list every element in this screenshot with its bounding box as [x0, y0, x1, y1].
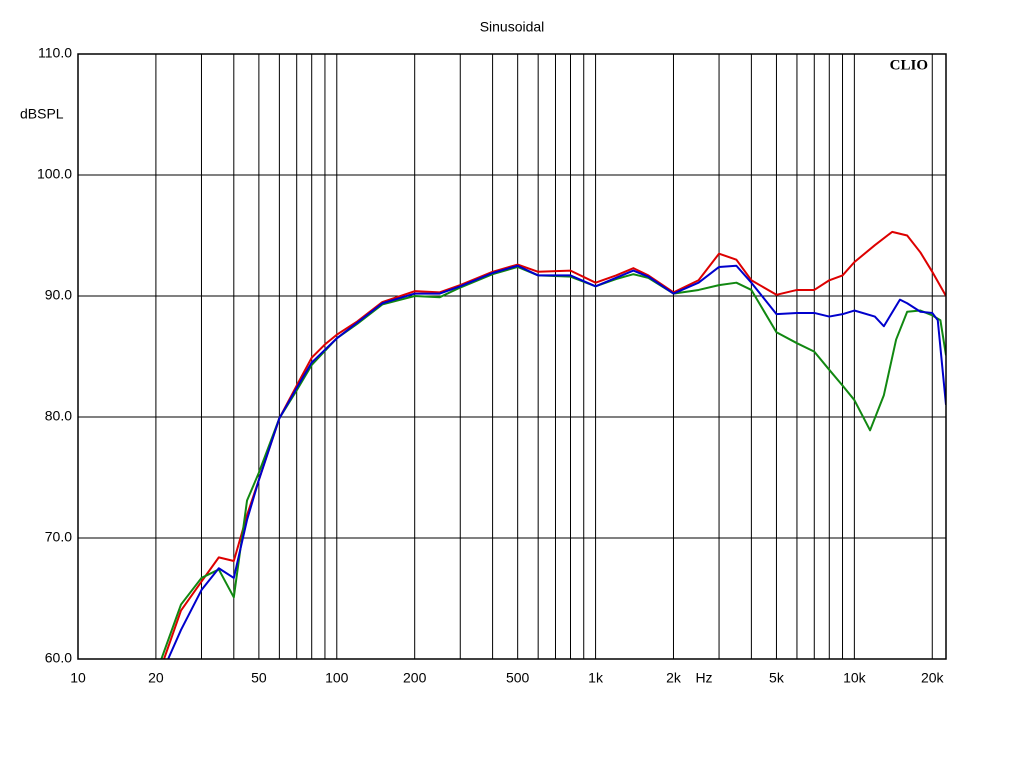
y-tick-label: 80.0 [45, 408, 72, 424]
x-axis-label: Hz [695, 670, 712, 686]
x-tick-label: 5k [769, 670, 785, 686]
x-tick-label: 1k [588, 670, 604, 686]
x-tick-label: 2k [666, 670, 682, 686]
chart-title: Sinusoidal [480, 19, 545, 35]
y-tick-label: 70.0 [45, 529, 72, 545]
annotation: CLIO [890, 57, 928, 73]
data-line [167, 264, 946, 659]
lines [160, 230, 946, 659]
y-tick-label: 90.0 [45, 287, 72, 303]
x-tick-label: 500 [506, 670, 530, 686]
plot-frame [77, 53, 947, 660]
y-axis-label: dBSPL [20, 106, 64, 122]
y-tick-label: 110.0 [38, 45, 72, 61]
x-tick-label: 10 [70, 670, 86, 686]
y-tick-label: 100.0 [37, 166, 72, 182]
x-tick-label: 20k [921, 670, 945, 686]
y-tick-label: 60.0 [45, 650, 72, 666]
x-tick-label: 200 [403, 670, 427, 686]
x-tick-label: 50 [251, 670, 267, 686]
x-tick-label: 100 [325, 670, 349, 686]
x-tick-label: 10k [843, 670, 867, 686]
x-tick-label: 20 [148, 670, 164, 686]
